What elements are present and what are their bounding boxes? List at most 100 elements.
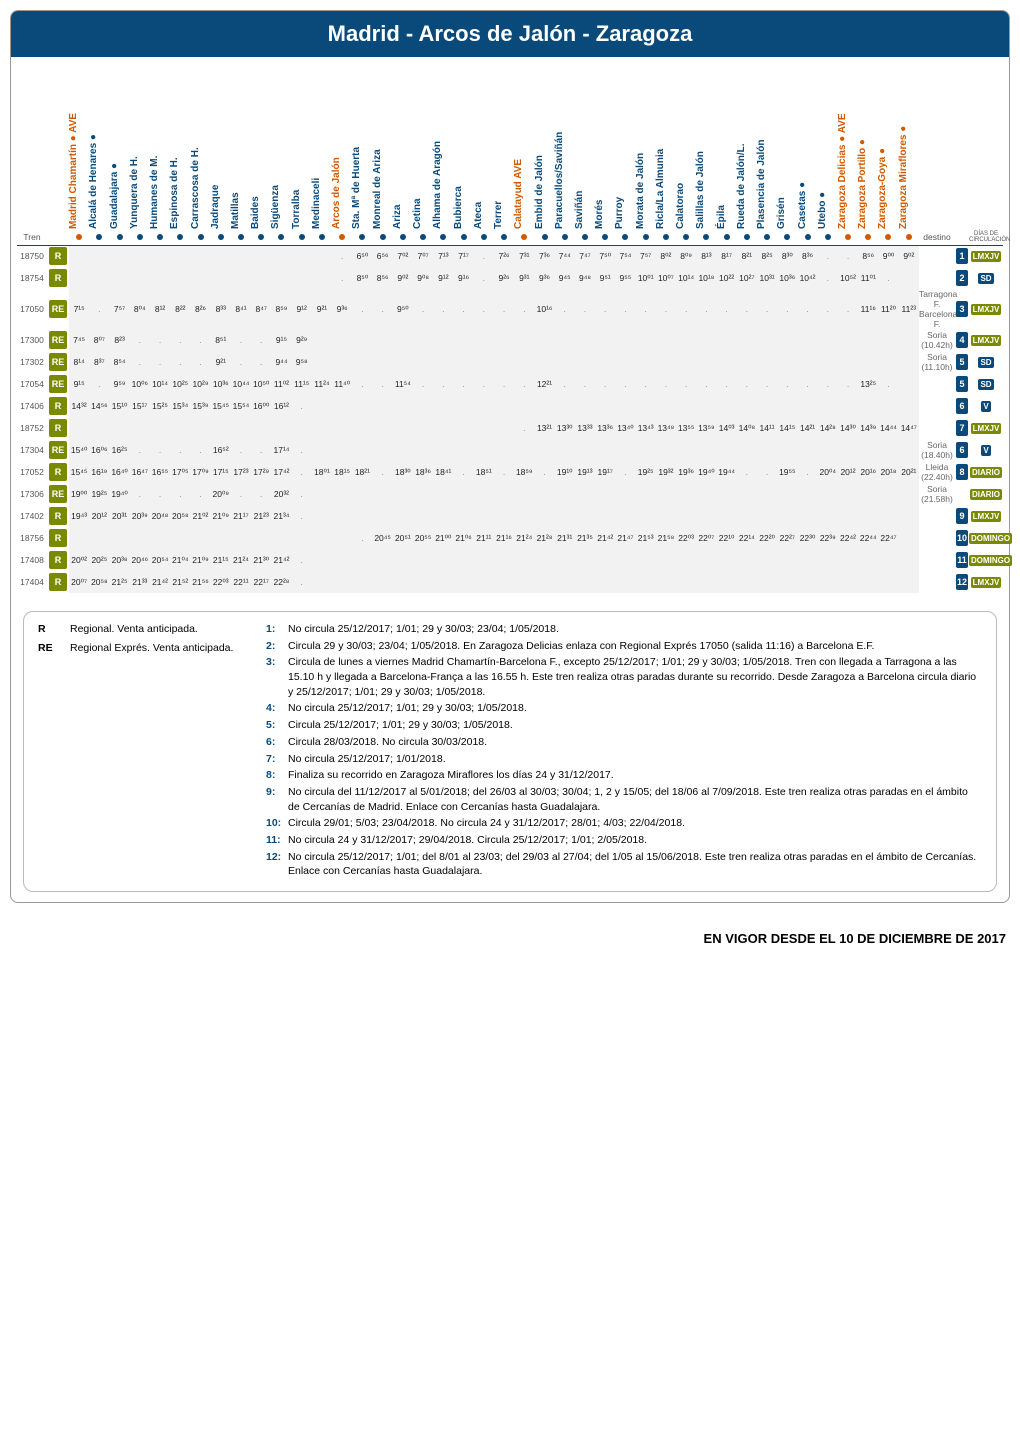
train-type-badge: R	[49, 269, 67, 287]
time-cell: .	[595, 289, 615, 329]
station-dot	[845, 234, 851, 240]
station-label: Ateca	[473, 202, 484, 229]
time-cell: .	[231, 351, 251, 373]
time-cell: .	[190, 483, 210, 505]
time-cell	[737, 329, 757, 351]
time-cell: 9¹²	[292, 289, 312, 329]
time-cell: .	[737, 373, 757, 395]
time-cell	[393, 351, 413, 373]
time-cell	[818, 483, 838, 505]
time-cell	[899, 329, 919, 351]
station-dot	[805, 234, 811, 240]
time-cell: 13³⁰	[555, 417, 575, 439]
time-cell: 10¹⁴	[676, 267, 696, 289]
time-cell: 15⁵⁴	[231, 395, 251, 417]
time-cell: 22⁰³	[676, 527, 696, 549]
station-label: Utebo ●	[817, 192, 828, 229]
station-label: Zaragoza Miraflores ●	[898, 126, 909, 229]
time-cell	[494, 505, 514, 527]
footnote-num: 12:	[266, 850, 282, 879]
time-cell	[757, 505, 777, 527]
time-cell	[413, 351, 433, 373]
train-row: 17408R20⁰²20²⁵20³⁸20⁴⁶20⁵⁴21⁰⁴21⁰⁹21¹⁵21…	[17, 549, 1003, 571]
footnote-num: 1:	[266, 622, 282, 637]
time-cell	[838, 483, 858, 505]
time-cell: 21³⁴	[271, 505, 291, 527]
time-cell: 14²⁸	[818, 417, 838, 439]
time-cell	[474, 571, 494, 593]
footnote-badge: 2	[956, 270, 968, 286]
time-cell	[211, 417, 231, 439]
time-cell	[656, 351, 676, 373]
station-label: Zaragoza Delicias ● AVE	[837, 113, 848, 229]
route-title: Madrid - Arcos de Jalón - Zaragoza	[11, 11, 1009, 57]
time-cell	[494, 483, 514, 505]
station-label: Salillas de Jalón	[695, 151, 706, 229]
station-label: Yunquera de H.	[129, 156, 140, 229]
station-label: Arcos de Jalón	[331, 157, 342, 229]
time-cell	[251, 527, 271, 549]
time-cell: 19⁰⁰	[69, 483, 89, 505]
time-cell	[878, 483, 898, 505]
time-cell: 8¹⁴	[69, 351, 89, 373]
train-id: 17404	[17, 571, 47, 593]
time-cell: 10⁴²	[797, 267, 817, 289]
train-row: 17300RE7⁴⁵8⁰⁷8²³....8⁵¹..9¹⁵9²⁹Soria (10…	[17, 329, 1003, 351]
time-cell: 17⁰⁵	[170, 461, 190, 483]
time-cell	[292, 527, 312, 549]
time-cell	[838, 505, 858, 527]
station-dot	[582, 234, 588, 240]
time-cell: 21⁰⁹	[190, 549, 210, 571]
train-row: 18750R.6⁵⁰6⁵⁶7⁰²7⁰⁷7¹³7¹⁷.7²⁶7³¹7³⁶7⁴⁴7⁴…	[17, 245, 1003, 267]
time-cell: .	[373, 373, 393, 395]
time-cell: .	[757, 289, 777, 329]
time-cell: .	[170, 329, 190, 351]
time-cell	[797, 395, 817, 417]
time-cell: 11¹⁶	[858, 289, 878, 329]
time-cell: 19⁴³	[69, 505, 89, 527]
train-dest	[919, 267, 955, 289]
time-cell	[413, 549, 433, 571]
time-cell	[494, 571, 514, 593]
time-cell	[595, 439, 615, 461]
time-cell	[413, 571, 433, 593]
time-cell	[777, 571, 797, 593]
time-cell	[433, 483, 453, 505]
time-cell	[717, 439, 737, 461]
time-cell: 20⁵⁴	[150, 549, 170, 571]
time-cell	[696, 329, 716, 351]
station-dot	[885, 234, 891, 240]
time-cell: .	[878, 373, 898, 395]
time-cell: .	[474, 373, 494, 395]
time-cell	[312, 549, 332, 571]
time-cell: .	[231, 329, 251, 351]
time-cell: 18⁵⁹	[514, 461, 534, 483]
train-dest: Lleida (22.40h)	[919, 461, 955, 483]
time-cell: 19¹⁷	[595, 461, 615, 483]
time-cell: 15¹⁰	[109, 395, 129, 417]
time-cell: 19⁴⁰	[109, 483, 129, 505]
train-row: 17402R19⁴³20¹²20³¹20³⁹20⁴⁸20⁵⁸21⁰²21⁰⁹21…	[17, 505, 1003, 527]
time-cell: 16⁴⁷	[130, 461, 150, 483]
time-cell: .	[757, 373, 777, 395]
time-cell	[373, 395, 393, 417]
station-dot	[96, 234, 102, 240]
station-label: Guadalajara ●	[109, 163, 120, 229]
station-label: Paracuellos/Saviñán	[554, 132, 565, 229]
time-cell: 9⁰²	[899, 245, 919, 267]
time-cell: .	[676, 289, 696, 329]
time-cell	[190, 245, 210, 267]
time-cell	[717, 329, 737, 351]
train-row: 18752R.13²¹13³⁰13³³13³⁶13⁴⁰13⁴³13⁴⁸13⁵⁵1…	[17, 417, 1003, 439]
time-cell	[838, 351, 858, 373]
time-cell	[878, 351, 898, 373]
time-cell	[534, 395, 554, 417]
time-cell	[878, 329, 898, 351]
time-cell	[636, 395, 656, 417]
time-cell	[231, 417, 251, 439]
time-cell: 7²⁶	[494, 245, 514, 267]
time-cell: 7¹³	[433, 245, 453, 267]
time-cell: .	[373, 461, 393, 483]
time-cell	[696, 571, 716, 593]
time-cell: 20⁵⁸	[89, 571, 109, 593]
